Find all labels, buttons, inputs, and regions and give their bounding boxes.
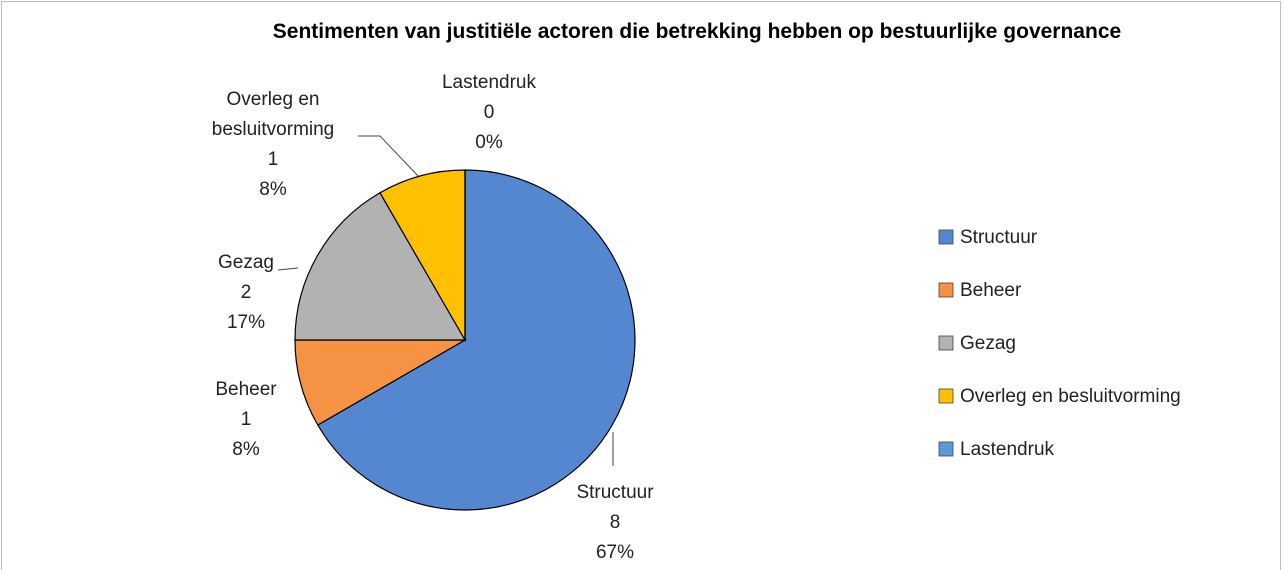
legend-swatch bbox=[938, 282, 954, 298]
pie-slice bbox=[294, 191, 467, 341]
legend-label: Structuur bbox=[960, 227, 1038, 248]
leader-line bbox=[277, 267, 299, 271]
legend-label: Gezag bbox=[960, 333, 1016, 354]
data-label-percent: 8% bbox=[259, 179, 287, 200]
data-label-percent: 17% bbox=[227, 312, 265, 333]
data-label-value: 0 bbox=[484, 102, 495, 123]
data-label-value: 1 bbox=[268, 149, 279, 170]
pie-slice bbox=[379, 169, 466, 343]
data-label-value: 8 bbox=[610, 512, 621, 533]
data-label-value: 2 bbox=[241, 282, 252, 303]
leader-line bbox=[358, 135, 421, 179]
data-label-value: 1 bbox=[241, 409, 252, 430]
legend-swatch bbox=[938, 441, 954, 457]
chart-title: Sentimenten van justitiële actoren die b… bbox=[272, 20, 1122, 43]
data-label-name: Gezag bbox=[218, 252, 274, 273]
data-label-percent: 8% bbox=[232, 439, 260, 460]
legend-label: Lastendruk bbox=[960, 439, 1055, 460]
legend-label: Beheer bbox=[960, 280, 1022, 301]
data-label-name: Overleg en besluitvorming bbox=[212, 89, 335, 140]
legend-swatch bbox=[938, 229, 954, 245]
legend-label: Overleg en besluitvorming bbox=[960, 386, 1181, 407]
data-label-name: Lastendruk bbox=[442, 72, 537, 93]
data-label-line: Overleg en bbox=[227, 89, 320, 110]
data-label-name: Structuur bbox=[576, 482, 654, 503]
legend-swatch bbox=[938, 388, 954, 404]
data-label-percent: 0% bbox=[475, 132, 503, 153]
data-label-percent: 67% bbox=[596, 542, 634, 563]
pie-slice bbox=[316, 169, 636, 511]
data-label-line: besluitvorming bbox=[212, 119, 335, 140]
pie-slice bbox=[294, 339, 468, 426]
legend-swatch bbox=[938, 335, 954, 351]
data-label-name: Beheer bbox=[215, 379, 277, 400]
